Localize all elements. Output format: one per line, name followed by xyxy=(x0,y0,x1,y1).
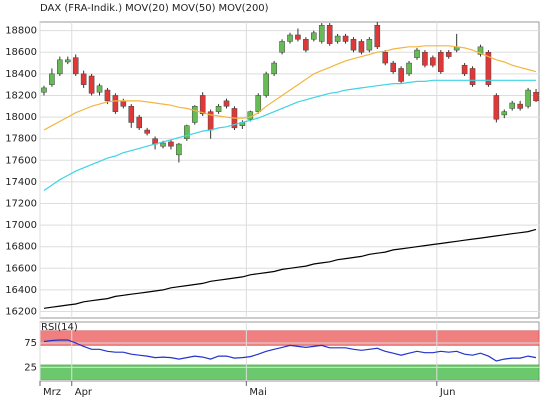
candle-body xyxy=(223,100,230,107)
candle-body xyxy=(406,62,412,75)
y-tick-label: 16600 xyxy=(5,263,37,274)
candle-body xyxy=(477,46,484,55)
candle-body xyxy=(176,143,182,156)
candle-body xyxy=(49,73,55,85)
candle-body xyxy=(350,39,357,51)
x-tick-label: Jun xyxy=(439,387,456,398)
candle-body xyxy=(438,51,444,72)
candle-body xyxy=(382,51,389,64)
candle-body xyxy=(57,59,63,75)
candle-body xyxy=(168,141,174,147)
candle-body xyxy=(493,95,500,120)
y-tick-label: 18200 xyxy=(5,90,37,101)
ma-line xyxy=(43,79,536,191)
candle-body xyxy=(533,91,539,102)
candle-body xyxy=(191,106,198,123)
candle-body xyxy=(96,85,103,93)
candle-body xyxy=(255,95,262,112)
x-tick-label: Mrz xyxy=(43,387,61,398)
candle-body xyxy=(509,102,516,109)
candle-body xyxy=(120,100,127,107)
legend-entry: DAX (FRA-Indik.) xyxy=(40,3,122,14)
y-tick-label: 18000 xyxy=(5,112,37,123)
candle-body xyxy=(104,89,111,102)
candle-body xyxy=(160,142,166,147)
ma-line xyxy=(43,228,537,309)
legend-entry: MOV(200) xyxy=(219,3,269,14)
candle-body xyxy=(112,95,119,112)
candle-body xyxy=(398,68,404,82)
candle-body xyxy=(287,34,293,42)
candle-body xyxy=(342,35,349,42)
candle-body xyxy=(358,41,365,53)
candle-body xyxy=(366,39,373,51)
y-tick-label: 16800 xyxy=(5,242,37,253)
candle-body xyxy=(128,106,135,123)
candle-body xyxy=(461,64,468,75)
indicator-label: RSI(14) xyxy=(41,322,78,333)
candle-body xyxy=(271,62,277,75)
candle-body xyxy=(136,116,142,129)
candle-body xyxy=(334,35,341,42)
y-tick-label: 17600 xyxy=(5,155,37,166)
candle-body xyxy=(64,59,71,63)
candle-body xyxy=(422,51,428,66)
candle-body xyxy=(430,57,436,66)
ma-line xyxy=(43,45,537,131)
y-tick-label: 16400 xyxy=(5,285,37,296)
legend-entry: MOV(50) xyxy=(172,3,216,14)
ma-line xyxy=(43,339,537,362)
candle-body xyxy=(184,125,190,139)
candle-body xyxy=(390,62,396,72)
y-tick-label: 18600 xyxy=(5,47,37,58)
candle-body xyxy=(303,39,309,51)
candle-body xyxy=(88,75,95,94)
candle-body xyxy=(295,34,301,40)
candle-body xyxy=(501,111,508,116)
y-tick-label: 17800 xyxy=(5,134,37,145)
y-tick-label: 17400 xyxy=(5,177,37,188)
y-tick-label: 17200 xyxy=(5,198,37,209)
candle-body xyxy=(215,106,222,112)
candle-body xyxy=(263,73,269,96)
candle-body xyxy=(525,89,531,107)
legend-entry: MOV(20) xyxy=(125,3,169,14)
candle-body xyxy=(199,95,206,115)
candle-body xyxy=(485,51,492,85)
y-tick-label: 18800 xyxy=(5,26,37,37)
candle-body xyxy=(72,57,79,75)
candle-body xyxy=(318,24,325,42)
candle-body xyxy=(41,87,47,93)
candle-body xyxy=(326,24,333,44)
y-tick-label: 17000 xyxy=(5,220,37,231)
candle-body xyxy=(80,73,87,85)
candle-body xyxy=(517,103,523,109)
y-tick-label: 25 xyxy=(24,362,37,373)
x-tick-label: Mai xyxy=(249,387,267,398)
x-tick-label: Apr xyxy=(75,387,93,398)
candle-body xyxy=(414,49,420,58)
y-tick-label: 18400 xyxy=(5,69,37,80)
candle-body xyxy=(445,51,452,57)
candle-body xyxy=(279,41,285,53)
y-tick-label: 75 xyxy=(24,338,37,349)
candle-body xyxy=(144,129,150,134)
candle-body xyxy=(374,24,381,48)
y-tick-label: 16200 xyxy=(5,307,37,318)
candle-body xyxy=(311,32,317,40)
candle-body xyxy=(469,68,476,85)
